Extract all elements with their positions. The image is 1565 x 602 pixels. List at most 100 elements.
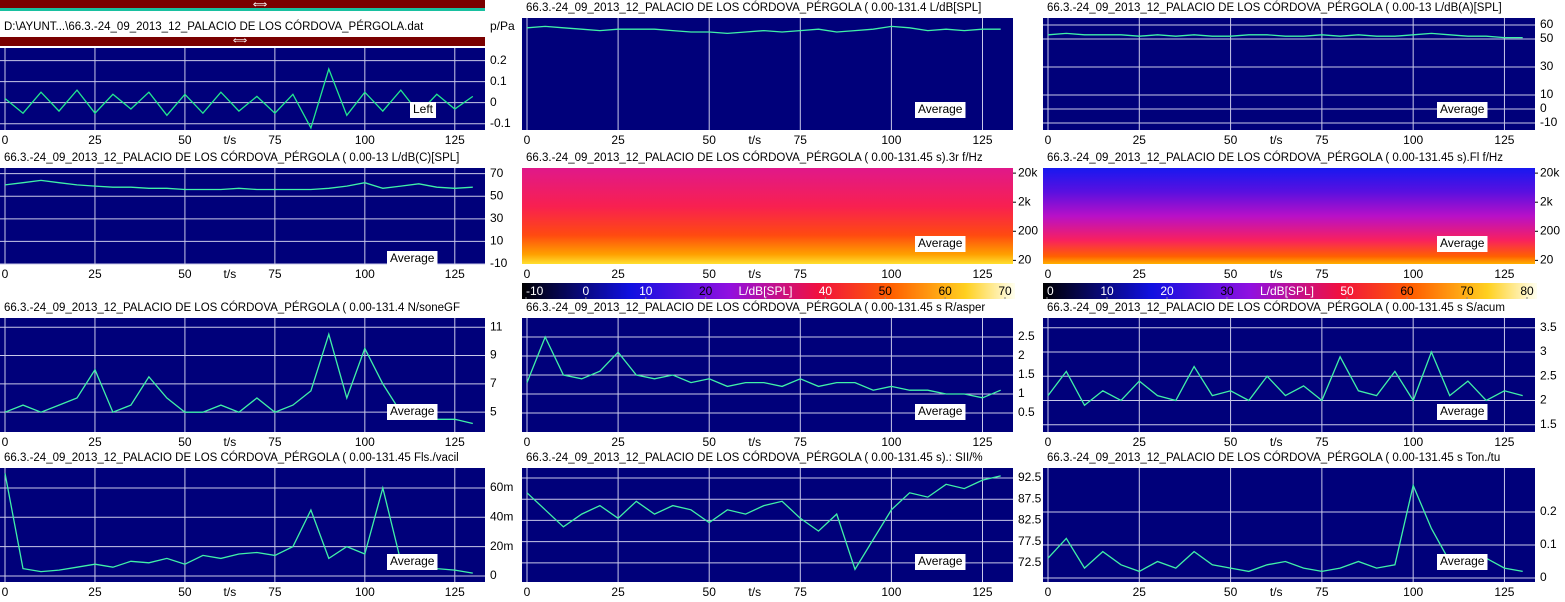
x-tick-label: 50	[703, 435, 717, 449]
x-tick-label: 25	[88, 133, 102, 147]
x-axis-label: t/s	[1270, 435, 1283, 449]
panel-title: 66.3.-24_09_2013_12_PALACIO DE LOS CÓRDO…	[1047, 151, 1503, 164]
x-tick-label: 50	[178, 133, 192, 147]
colorbar-tick-label: 0	[1047, 284, 1054, 298]
x-tick-label: 0	[524, 585, 531, 599]
x-tick-label: 0	[524, 267, 531, 281]
y-tick-label: 1.5	[1540, 417, 1557, 431]
x-tick-label: 50	[1224, 133, 1238, 147]
x-tick-label: 25	[88, 435, 102, 449]
colorbar-tick-label: 0	[583, 284, 590, 298]
x-tick-label: 50	[178, 435, 192, 449]
y-tick-label: 200	[1540, 223, 1560, 237]
y-tick-label: 2.5	[1018, 329, 1035, 343]
panel-title: 66.3.-24_09_2013_12_PALACIO DE LOS CÓRDO…	[1047, 301, 1505, 314]
x-tick-label: 125	[1494, 585, 1514, 599]
x-tick-label: 100	[881, 133, 901, 147]
y-tick-label: 82.5	[1018, 513, 1042, 527]
x-tick-label: 100	[1403, 435, 1423, 449]
drag-handle[interactable]: ⟺	[253, 0, 267, 11]
x-tick-label: 100	[1403, 267, 1423, 281]
channel-label: Average	[390, 404, 435, 418]
colorbar	[1043, 283, 1537, 299]
x-axis-label: t/s	[224, 133, 237, 147]
y-tick-label: 30	[1540, 59, 1554, 73]
y-tick-label: 10	[1540, 87, 1554, 101]
channel-label: Average	[918, 554, 963, 568]
label-box	[1437, 404, 1488, 420]
x-tick-label: 125	[445, 585, 465, 599]
x-axis-label: t/s	[224, 435, 237, 449]
y-tick-label: 20k	[1018, 165, 1038, 179]
signal-line	[526, 475, 1001, 571]
y-tick-label: 20m	[490, 539, 513, 553]
y-tick-label: 3.5	[1540, 320, 1557, 334]
x-tick-label: 75	[268, 267, 282, 281]
x-tick-label: 75	[794, 585, 808, 599]
channel-label: Average	[1440, 554, 1485, 568]
colorbar-tick-label: -10	[526, 284, 544, 298]
colorbar-tick-label: 70	[1460, 284, 1474, 298]
zoom-bar[interactable]	[0, 37, 485, 46]
colorbar	[522, 283, 1015, 299]
channel-label: Average	[1440, 404, 1485, 418]
label-box	[410, 102, 437, 118]
x-tick-label: 0	[2, 133, 9, 147]
x-tick-label: 125	[972, 267, 992, 281]
panel-title: 66.3.-24_09_2013_12_PALACIO DE LOS CÓRDO…	[4, 151, 459, 164]
colorbar-tick-label: 40	[819, 284, 833, 298]
x-tick-label: 50	[703, 267, 717, 281]
panel-title: D:\AYUNT...\66.3.-24_09_2013_12_PALACIO …	[4, 20, 424, 33]
channel-label: Average	[918, 404, 963, 418]
signal-line	[4, 179, 473, 191]
x-tick-label: 100	[881, 267, 901, 281]
panel-title: 66.3.-24_09_2013_12_PALACIO DE LOS CÓRDO…	[526, 151, 983, 164]
x-tick-label: 50	[703, 585, 717, 599]
x-tick-label: 0	[524, 435, 531, 449]
x-tick-label: 125	[972, 133, 992, 147]
y-tick-label: 2	[1540, 393, 1547, 407]
x-tick-label: 75	[268, 133, 282, 147]
colorbar-tick-label: 10	[639, 284, 653, 298]
overview-strip	[0, 8, 485, 11]
y-tick-label: 30	[490, 211, 504, 225]
channel-label: Left	[413, 102, 434, 116]
colorbar-tick-label: 80	[1520, 284, 1534, 298]
y-tick-label: 1.5	[1018, 367, 1035, 381]
x-tick-label: 50	[703, 133, 717, 147]
label-box	[915, 102, 966, 118]
signal-line	[526, 25, 1001, 35]
y-tick-label: -10	[1540, 115, 1558, 129]
x-tick-label: 75	[1315, 585, 1329, 599]
channel-label: Average	[918, 236, 963, 250]
y-tick-label: 20k	[1540, 165, 1560, 179]
scroll-bar[interactable]	[0, 0, 485, 11]
y-tick-label: 77.5	[1018, 534, 1042, 548]
x-tick-label: 25	[1133, 267, 1147, 281]
x-tick-label: 125	[1494, 267, 1514, 281]
y-axis-label: p/Pa	[490, 19, 515, 33]
y-tick-label: 72.5	[1018, 555, 1042, 569]
label-box	[915, 404, 966, 420]
colorbar-tick-label: L/dB[SPL]	[1260, 284, 1314, 298]
y-tick-label: 0	[490, 95, 497, 109]
plot-area	[0, 48, 485, 130]
x-axis-label: t/s	[224, 585, 237, 599]
drag-handle[interactable]: ⟺	[233, 36, 247, 47]
channel-label: Average	[390, 554, 435, 568]
x-tick-label: 125	[972, 435, 992, 449]
panel-title: 66.3.-24_09_2013_12_PALACIO DE LOS CÓRDO…	[526, 301, 985, 314]
y-tick-label: 0.1	[490, 74, 507, 88]
x-tick-label: 25	[1133, 435, 1147, 449]
colorbar-tick-label: 30	[1220, 284, 1234, 298]
signal-line	[1047, 350, 1523, 407]
channel-label: Average	[390, 251, 435, 265]
x-tick-label: 75	[1315, 133, 1329, 147]
x-tick-label: 125	[445, 133, 465, 147]
x-axis-label: t/s	[748, 133, 761, 147]
y-tick-label: 5	[490, 404, 497, 418]
y-tick-label: 2k	[1018, 194, 1032, 208]
x-tick-label: 50	[178, 585, 192, 599]
x-tick-label: 25	[611, 435, 625, 449]
x-tick-label: 125	[972, 585, 992, 599]
